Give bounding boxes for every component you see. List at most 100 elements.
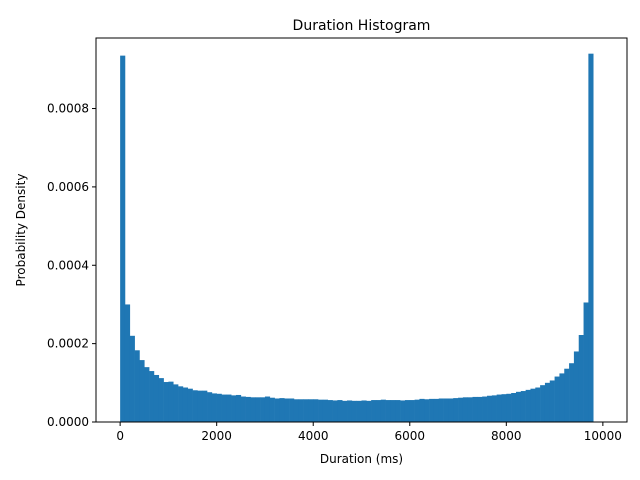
histogram-bar	[269, 397, 275, 422]
x-tick-label: 2000	[201, 429, 232, 443]
histogram-bar	[342, 400, 348, 422]
histogram-bar	[467, 397, 473, 422]
y-tick-label: 0.0000	[47, 415, 89, 429]
histogram-bar	[139, 360, 145, 422]
histogram-bar	[245, 396, 251, 422]
histogram-bar	[318, 399, 324, 422]
y-tick-label: 0.0004	[47, 258, 89, 272]
x-tick-label: 4000	[298, 429, 329, 443]
histogram-bar	[284, 398, 290, 422]
histogram-bar	[506, 393, 512, 422]
histogram-bar	[202, 390, 208, 422]
x-tick-label: 10000	[584, 429, 622, 443]
histogram-bar	[327, 400, 333, 422]
histogram-bar	[414, 399, 420, 422]
y-axis-label: Probability Density	[14, 174, 28, 287]
histogram-bar	[337, 400, 343, 422]
histogram-bar	[385, 400, 391, 422]
x-axis-label: Duration (ms)	[320, 452, 403, 466]
histogram-bar	[124, 304, 131, 422]
y-tick-label: 0.0002	[47, 337, 89, 351]
x-axis-ticks: 0 2000 4000 6000 8000 10000	[116, 422, 622, 443]
histogram-bar	[424, 399, 430, 422]
histogram-bar	[366, 400, 372, 422]
histogram-bar	[433, 398, 440, 422]
histogram-bar	[144, 367, 150, 422]
histogram-bar	[583, 302, 589, 422]
histogram-bar	[380, 399, 386, 422]
histogram-bar	[356, 400, 362, 422]
histogram-bar	[274, 398, 280, 422]
histogram-bar	[404, 400, 411, 422]
histogram-bar	[158, 378, 164, 422]
histogram-bar	[347, 400, 353, 422]
histogram-bar	[511, 393, 517, 422]
histogram-bar	[250, 397, 256, 422]
histogram-bar	[361, 400, 367, 422]
histogram-bar	[308, 399, 314, 422]
y-tick-label: 0.0006	[47, 180, 89, 194]
histogram-bar	[443, 398, 449, 422]
histogram-bar	[163, 382, 169, 422]
histogram-bar	[530, 388, 536, 422]
histogram-bar	[153, 374, 160, 422]
histogram-bar	[559, 373, 565, 422]
histogram-bar	[168, 381, 174, 422]
histogram-bar	[491, 395, 497, 422]
histogram-bar	[313, 399, 319, 422]
histogram-bar	[588, 53, 594, 423]
histogram-bar	[501, 394, 507, 422]
histogram-bar	[390, 400, 396, 422]
histogram-bar	[235, 394, 242, 422]
histogram-bar	[540, 385, 546, 422]
histogram-bar	[298, 399, 304, 422]
plot-frame	[95, 37, 628, 423]
histogram-bar	[496, 394, 502, 422]
histogram-bar	[525, 389, 531, 422]
histogram-bar	[573, 351, 580, 422]
histogram-bar	[293, 399, 300, 422]
histogram-bar	[322, 399, 329, 422]
histogram-bar	[240, 396, 246, 422]
x-tick-label: 8000	[491, 429, 522, 443]
histogram-bar	[400, 400, 406, 422]
histogram-bar	[554, 376, 560, 422]
histogram-bar	[453, 398, 459, 422]
x-tick-label: 0	[116, 429, 124, 443]
histogram-bar	[134, 350, 140, 422]
histogram-bar	[535, 387, 541, 422]
histogram-bar	[487, 395, 493, 422]
histogram-bar	[192, 390, 198, 422]
histogram-bar	[231, 395, 237, 422]
histogram-bars	[120, 53, 594, 423]
histogram-bar	[216, 393, 222, 422]
histogram-bar	[289, 398, 295, 422]
histogram-bar	[477, 396, 483, 422]
histogram-bar	[260, 397, 266, 422]
histogram-bar	[178, 386, 184, 422]
histogram-bar	[279, 398, 285, 422]
histogram-bar	[182, 387, 189, 422]
histogram-bar	[221, 394, 227, 422]
histogram-bar	[303, 399, 309, 422]
histogram-bar	[520, 391, 526, 422]
histogram-bar	[187, 388, 193, 422]
histogram-bar	[569, 363, 575, 422]
histogram-bar	[458, 397, 464, 422]
histogram-bar	[419, 398, 425, 422]
histogram-bar	[332, 400, 338, 422]
chart-title: Duration Histogram	[293, 18, 431, 34]
histogram-bar	[375, 400, 382, 422]
histogram-bar	[462, 397, 468, 422]
y-axis-ticks: 0.0000 0.0002 0.0004 0.0006 0.0008	[47, 102, 96, 429]
x-tick-label: 6000	[394, 429, 425, 443]
histogram-bar	[120, 55, 126, 422]
histogram-bar	[438, 398, 444, 422]
histogram-bar	[515, 391, 522, 422]
histogram-bar	[544, 382, 551, 422]
histogram-bar	[564, 368, 570, 422]
histogram-bar	[173, 384, 179, 422]
histogram-bar	[395, 400, 401, 422]
histogram-bar	[482, 396, 488, 422]
